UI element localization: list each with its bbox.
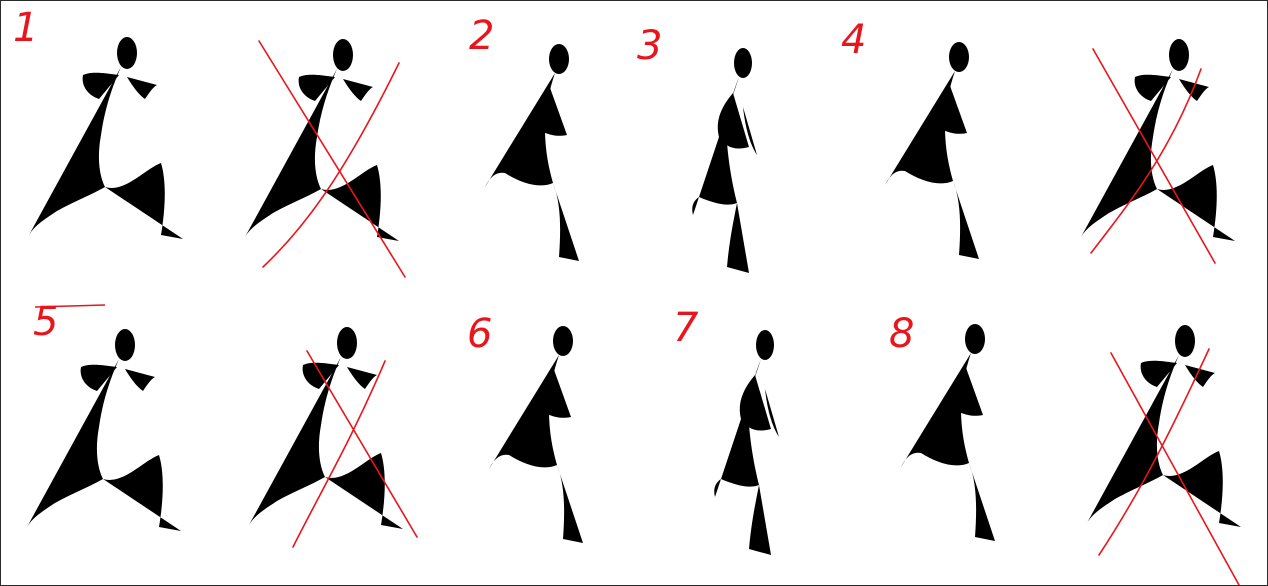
frame-number-6: 6 bbox=[467, 311, 492, 357]
runner-frame-5 bbox=[27, 329, 181, 531]
crossed-out-mark-4 bbox=[1090, 48, 1216, 264]
frame-number-8: 8 bbox=[889, 311, 914, 357]
crossed-out-mark-1 bbox=[258, 40, 406, 278]
runner-frame-6 bbox=[489, 326, 583, 543]
frame-number-3: 3 bbox=[637, 23, 662, 69]
runner-frame-7 bbox=[714, 330, 779, 555]
runner-frame-4 bbox=[885, 42, 979, 259]
runner-frame-2 bbox=[485, 44, 579, 261]
frame-number-1: 1 bbox=[13, 5, 38, 51]
runner-frame-3 bbox=[692, 48, 757, 273]
frame-number-7: 7 bbox=[673, 305, 699, 351]
crossed-out-mark-8 bbox=[1098, 348, 1240, 585]
runner-frame-5-alt bbox=[249, 327, 403, 529]
crossed-out-mark-5 bbox=[292, 350, 418, 548]
runner-frame-8-alt bbox=[1087, 325, 1241, 527]
frame-5-underline bbox=[34, 304, 106, 308]
runner-frame-8 bbox=[901, 324, 995, 541]
runner-frame-1 bbox=[29, 37, 183, 239]
runner-frame-1-alt bbox=[245, 39, 399, 241]
frame-number-2: 2 bbox=[469, 13, 494, 59]
frame-number-4: 4 bbox=[841, 17, 866, 63]
